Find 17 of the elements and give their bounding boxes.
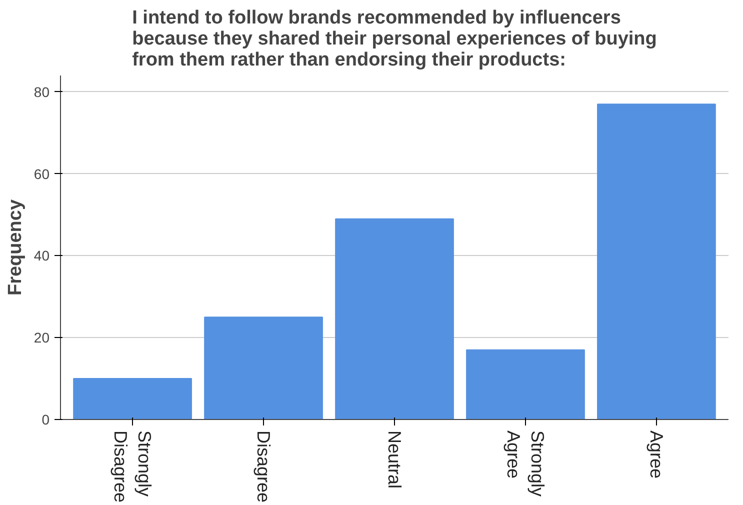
y-tick-label: 60 xyxy=(34,166,50,182)
y-tick-label: 40 xyxy=(34,248,50,264)
bar xyxy=(73,378,192,420)
y-tick-label: 20 xyxy=(34,330,50,346)
x-tick-label: Neutral xyxy=(384,430,404,489)
bar xyxy=(335,218,454,420)
y-tick-label: 80 xyxy=(34,84,50,100)
y-tick-label: 0 xyxy=(42,412,50,428)
chart-title: I intend to follow brands recommended by influencers because they shared their personal experiences of buying from them rather than endorsing their products: xyxy=(132,8,657,70)
x-tick-label: Disagree xyxy=(254,430,274,503)
bar xyxy=(466,349,585,420)
bar xyxy=(597,104,716,420)
x-tick-label: Agree xyxy=(646,430,666,479)
x-tick-label: Strongly Disagree xyxy=(110,430,155,503)
y-axis-title: Frequency xyxy=(4,199,26,296)
x-tick-label: Strongly Agree xyxy=(503,430,548,497)
bar xyxy=(204,316,323,420)
